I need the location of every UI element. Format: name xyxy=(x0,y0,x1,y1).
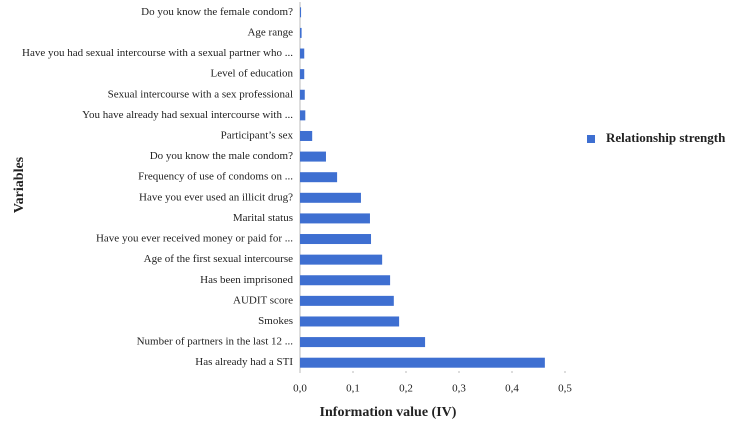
bar xyxy=(300,69,305,80)
y-tick-label: Age of the first sexual intercourse xyxy=(144,253,293,265)
y-tick-label: Do you know the male condom? xyxy=(150,150,293,162)
y-tick-label: Participant’s sex xyxy=(221,130,294,142)
bar xyxy=(300,213,370,224)
bar xyxy=(300,110,306,121)
bar xyxy=(300,27,302,38)
y-tick-label: Marital status xyxy=(233,212,293,224)
y-tick-label: Do you know the female condom? xyxy=(141,6,293,18)
bar xyxy=(300,337,426,348)
x-tick-label: 0,3 xyxy=(452,383,466,395)
x-axis-title: Information value (IV) xyxy=(320,405,457,420)
bar xyxy=(300,316,400,327)
y-tick-label: Have you had sexual intercourse with a s… xyxy=(22,47,293,59)
y-tick-label: Have you ever used an illicit drug? xyxy=(139,191,293,203)
bar xyxy=(300,172,338,183)
y-tick-label: AUDIT score xyxy=(233,294,293,306)
bar xyxy=(300,130,313,141)
y-tick-label: Has been imprisoned xyxy=(200,274,293,286)
x-tick-label: 0,1 xyxy=(346,383,360,395)
y-tick-label: Frequency of use of condoms on ... xyxy=(138,171,293,183)
bar xyxy=(300,192,361,203)
bar xyxy=(300,48,305,59)
y-tick-label: You have already had sexual intercourse … xyxy=(82,109,293,121)
bar xyxy=(300,151,326,162)
legend-label: Relationship strength xyxy=(606,130,726,145)
y-tick-label: Smokes xyxy=(258,315,293,327)
y-axis-title: Variables xyxy=(12,156,27,213)
y-tick-label: Sexual intercourse with a sex profession… xyxy=(108,88,293,100)
y-tick-label: Has already had a STI xyxy=(195,356,293,368)
bar xyxy=(300,275,391,286)
y-tick-label: Level of education xyxy=(211,68,294,80)
x-tick-label: 0,4 xyxy=(505,383,519,395)
legend-marker xyxy=(587,135,595,143)
bar xyxy=(300,7,302,18)
y-tick-label: Have you ever received money or paid for… xyxy=(96,233,293,245)
x-tick-label: 0,0 xyxy=(293,383,307,395)
x-tick-label: 0,2 xyxy=(399,383,413,395)
bar xyxy=(300,295,394,306)
bar xyxy=(300,89,305,100)
bar xyxy=(300,234,372,245)
bar xyxy=(300,357,545,368)
y-tick-label: Age range xyxy=(247,26,293,38)
y-tick-label: Number of partners in the last 12 ... xyxy=(137,336,294,348)
x-tick-label: 0,5 xyxy=(558,383,572,395)
bar xyxy=(300,254,383,265)
